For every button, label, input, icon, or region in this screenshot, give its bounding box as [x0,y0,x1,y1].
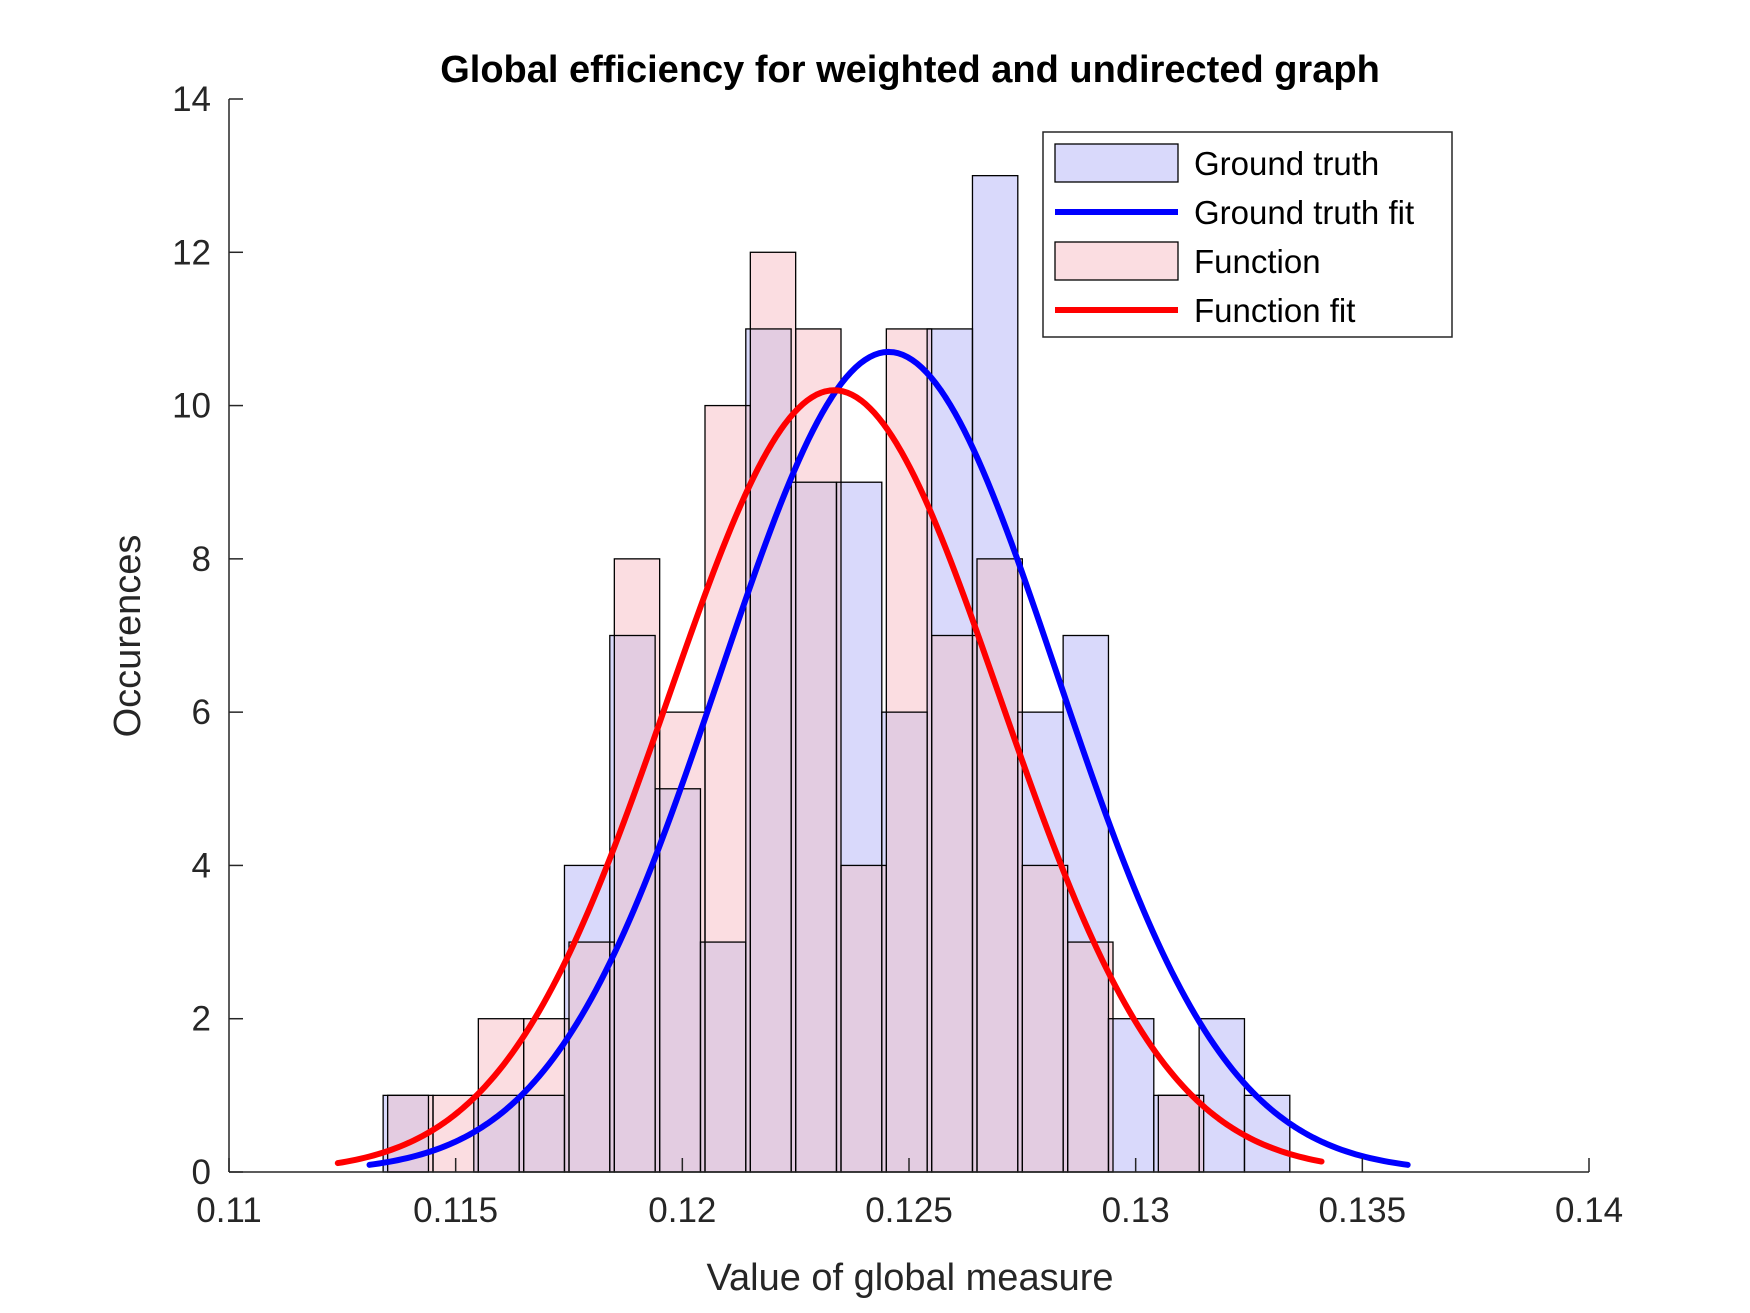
overlap-bar [795,482,837,1172]
x-tick-label: 0.13 [1102,1191,1170,1230]
legend-label: Ground truth fit [1194,194,1414,231]
overlap-bar [478,1095,520,1172]
overlap-bar [1063,865,1068,1172]
overlap-bar [886,712,928,1172]
overlap-bar [745,405,751,1173]
overlap-bar [609,942,615,1172]
overlap-bar [1017,712,1023,1172]
y-tick-label: 10 [172,387,211,426]
overlap-bar [519,1095,524,1172]
y-tick-label: 14 [172,80,211,119]
y-tick-label: 6 [192,693,211,732]
y-tick-label: 12 [172,233,211,272]
overlap-bar [927,328,932,1172]
function-bars [387,252,1204,1173]
overlap-bar [836,482,841,1172]
overlap-bar [700,942,705,1172]
overlap-bar [977,558,1018,1172]
x-tick-label: 0.135 [1319,1191,1407,1230]
overlap-bar [523,1095,565,1172]
overlap-bar [881,865,887,1172]
overlap-bar [659,788,701,1172]
legend-label: Ground truth [1194,145,1379,182]
plot-area [334,174,1411,1173]
chart-title: Global efficiency for weighted and undir… [440,49,1380,91]
overlap-bar [972,635,977,1172]
function-fit-line [334,387,1325,1167]
legend-label: Function fit [1194,292,1355,329]
fit-lines [334,348,1411,1168]
legend: Ground truth Ground truth fit Function Func… [1042,131,1453,338]
overlap-bar [841,865,882,1172]
y-tick-label: 8 [192,540,211,579]
legend-label: Function [1194,243,1321,280]
overlap-bar [1022,865,1064,1172]
x-tick-label: 0.12 [648,1191,716,1230]
y-tick-label: 0 [192,1153,211,1192]
legend-swatch-ground-truth [1054,143,1179,183]
overlap-bar [1067,942,1109,1172]
ground-truth-fit-line [366,348,1411,1168]
ground-truth-bar [1108,1018,1154,1172]
x-tick-label: 0.14 [1555,1191,1623,1230]
overlap-bar [1199,1095,1204,1172]
legend-swatch-function [1054,241,1179,281]
x-tick-label: 0.11 [196,1191,262,1230]
x-tick-label: 0.115 [413,1191,498,1230]
overlap-bar [931,635,973,1172]
overlap-bar [655,788,660,1172]
ground-truth-bar [1199,1018,1245,1172]
overlap-bar [564,1018,569,1172]
overlap-bar [1108,1018,1113,1172]
y-tick-label: 4 [192,846,211,885]
overlap-bar [750,328,792,1172]
x-tick-label: 0.125 [865,1191,953,1230]
x-axis-label: Value of global measure [707,1257,1114,1299]
overlap-bar [791,482,796,1172]
y-axis-label: Occurences [107,535,149,738]
y-tick-label: 2 [192,1000,211,1039]
axes: 0.11 0.115 0.12 0.125 0.13 0.135 0.14 0 2 4 6 8 10 12… [172,80,1623,1230]
overlap-bar [1158,1095,1200,1172]
overlap-bar [705,942,746,1172]
